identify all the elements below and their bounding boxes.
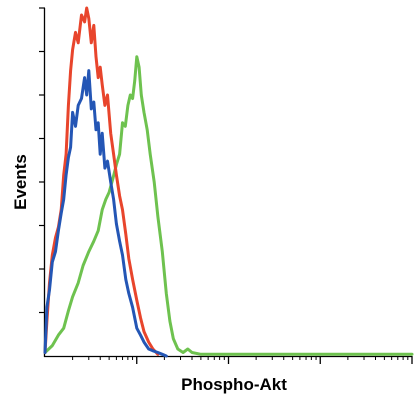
y-ticks bbox=[39, 7, 45, 314]
axes bbox=[39, 7, 413, 364]
series-line-0 bbox=[43, 6, 160, 356]
series-line-1 bbox=[43, 69, 168, 358]
x-axis-title: Phospho-Akt bbox=[181, 375, 287, 394]
series-line-2 bbox=[43, 55, 414, 356]
series-layer bbox=[43, 6, 414, 358]
x-ticks bbox=[72, 356, 413, 364]
y-axis-title: Events bbox=[11, 154, 30, 210]
